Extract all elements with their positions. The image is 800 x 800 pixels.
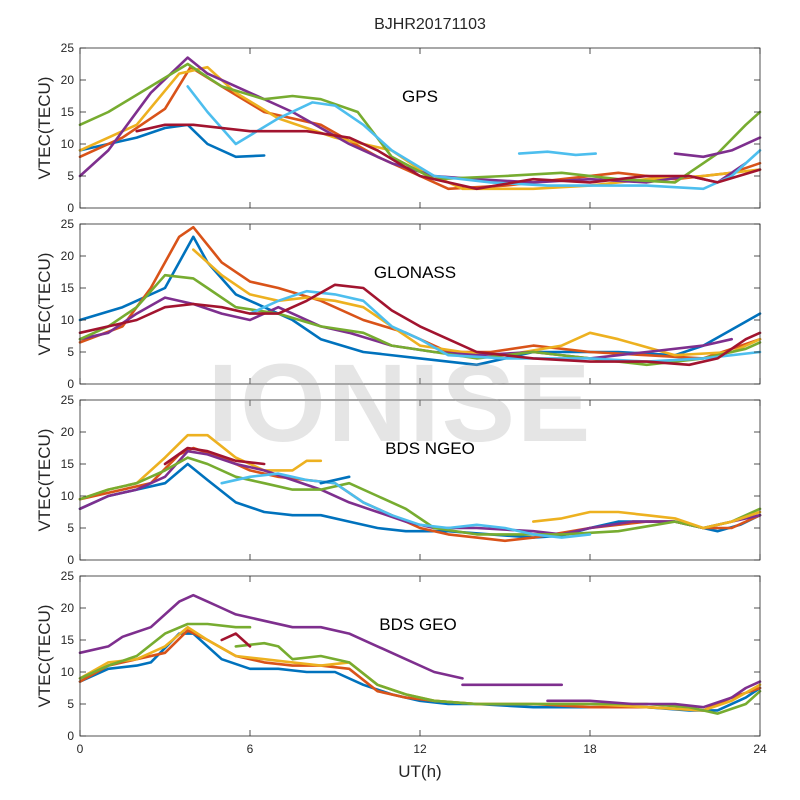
series-line-3-7: [220, 632, 252, 648]
y-tick-label: 10: [61, 137, 75, 151]
figure-title: BJHR20171103: [374, 16, 486, 33]
series-line-0-3: [78, 56, 748, 184]
y-tick-label: 20: [61, 425, 75, 439]
y-tick-label: 15: [61, 281, 75, 295]
y-axis-label-1: VTEC(TECU): [35, 253, 54, 356]
panel-0: 0 5 10 15 20 25 VTEC(TECU) GPS: [35, 41, 762, 215]
y-tick-label: 5: [67, 169, 74, 183]
series-line-0-8: [673, 136, 762, 159]
panel-label-0: GPS: [402, 87, 438, 106]
x-tick-label: 12: [413, 742, 427, 756]
series-line-1-1: [78, 225, 762, 360]
y-tick-label: 25: [61, 569, 75, 583]
series-line-2-4: [78, 456, 762, 536]
panel-label-3: BDS GEO: [379, 615, 456, 634]
series-line-3-6: [234, 641, 762, 715]
y-tick-label: 20: [61, 249, 75, 263]
axes-box-2: [79, 399, 761, 561]
y-tick-label: 10: [61, 313, 75, 327]
series-line-0-5: [186, 85, 762, 191]
panel-label-1: GLONASS: [374, 263, 456, 282]
series-line-1-6: [78, 283, 762, 367]
series-line-2-0: [78, 462, 762, 539]
panel-1: 0 5 10 15 20 25 VTEC(TECU) GLONASS: [35, 217, 762, 391]
series-line-3-8: [546, 680, 762, 709]
panels: 0 5 10 15 20 25 VTEC(TECU) GPS 0 5 10 15 20 25 VTEC(TE…: [35, 41, 767, 756]
y-tick-label: 5: [67, 697, 74, 711]
series-line-3-0: [78, 593, 464, 680]
series-line-1-4: [78, 273, 762, 367]
series-line-1-2: [192, 248, 762, 357]
y-axis-label-2: VTEC(TECU): [35, 429, 54, 532]
y-tick-label: 5: [67, 521, 74, 535]
series-line-3-5: [78, 622, 252, 680]
y-tick-label: 10: [61, 489, 75, 503]
series-line-2-3: [78, 449, 762, 536]
series-line-2-6: [163, 446, 266, 466]
series-line-2-7: [319, 475, 351, 485]
y-tick-label: 5: [67, 345, 74, 359]
y-axis-label-0: VTEC(TECU): [35, 77, 54, 180]
y-tick-label: 20: [61, 73, 75, 87]
y-tick-label: 0: [67, 377, 74, 391]
series-line-2-5: [220, 472, 592, 539]
x-tick-label: 0: [77, 742, 84, 756]
y-tick-label: 0: [67, 201, 74, 215]
x-tick-label: 6: [247, 742, 254, 756]
series-line-2-2: [78, 433, 323, 501]
y-tick-label: 0: [67, 729, 74, 743]
panel-label-2: BDS NGEO: [385, 439, 475, 458]
panel-3: 0 5 10 15 20 25 0 6 12 18 24 VTEC(TECU) BDS GEO: [35, 569, 767, 756]
y-axis-label-3: VTEC(TECU): [35, 605, 54, 708]
y-tick-label: 10: [61, 665, 75, 679]
x-tick-label: 24: [753, 742, 767, 756]
y-tick-label: 20: [61, 601, 75, 615]
y-tick-label: 15: [61, 633, 75, 647]
y-tick-label: 25: [61, 393, 75, 407]
series-line-0-7: [517, 150, 597, 157]
series-line-2-8: [532, 510, 762, 530]
x-tick-label: 18: [583, 742, 597, 756]
y-tick-label: 0: [67, 553, 74, 567]
y-tick-label: 25: [61, 217, 75, 231]
y-tick-label: 15: [61, 105, 75, 119]
y-tick-label: 15: [61, 457, 75, 471]
series-line-0-6: [135, 123, 762, 191]
y-tick-label: 25: [61, 41, 75, 55]
x-axis-label: UT(h): [398, 762, 441, 781]
panel-2: 0 5 10 15 20 25 VTEC(TECU) BDS NGEO: [35, 393, 762, 567]
